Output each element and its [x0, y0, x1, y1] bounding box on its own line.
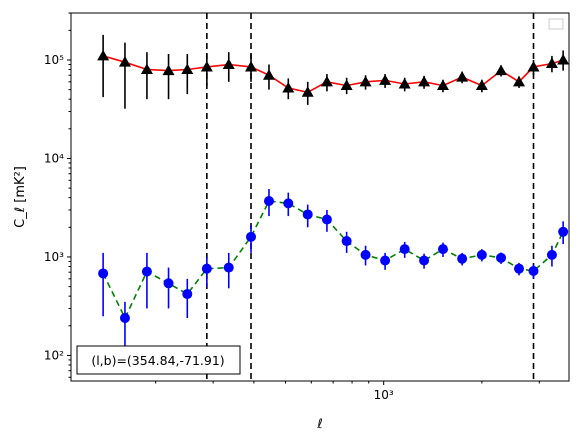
data-point-triangle: [282, 81, 295, 93]
data-point-circle: [141, 266, 152, 277]
data-point-circle: [223, 262, 234, 273]
data-point-triangle: [545, 57, 558, 69]
data-point-triangle: [418, 75, 431, 87]
y-axis-label: C_ℓ [mK²]: [13, 166, 28, 228]
data-point-triangle: [557, 53, 570, 65]
data-point-circle: [182, 289, 193, 300]
data-point-triangle: [118, 56, 131, 67]
data-point-triangle: [513, 75, 526, 87]
data-point-circle: [263, 195, 274, 206]
data-point-triangle: [200, 60, 213, 72]
data-point-circle: [201, 263, 212, 274]
data-point-triangle: [527, 60, 540, 72]
data-point-triangle: [97, 49, 110, 61]
annotation-text: (l,b)=(354.84,-71.91): [91, 353, 224, 368]
data-point-triangle: [398, 78, 411, 89]
data-point-circle: [380, 255, 391, 266]
data-point-circle: [98, 268, 109, 279]
annotation-box: (l,b)=(354.84,-71.91): [76, 345, 241, 375]
axes-frame: [70, 12, 570, 382]
data-point-circle: [119, 312, 130, 323]
data-point-triangle: [162, 64, 175, 76]
data-point-circle: [546, 249, 557, 260]
data-point-triangle: [359, 75, 372, 87]
data-point-triangle: [340, 79, 353, 91]
data-point-circle: [528, 265, 539, 276]
data-point-triangle: [222, 58, 235, 69]
data-point-triangle: [495, 64, 508, 76]
plot-area: [97, 13, 570, 381]
x-tick-label: 10³: [374, 388, 394, 402]
data-point-triangle: [436, 79, 449, 91]
y-tick-label: 10⁴: [44, 151, 64, 165]
data-point-circle: [514, 263, 525, 274]
legend-box: [548, 18, 564, 30]
data-point-circle: [341, 236, 352, 247]
y-tick-label: 10²: [44, 348, 64, 362]
data-point-circle: [163, 278, 174, 289]
data-point-circle: [476, 249, 487, 260]
data-point-circle: [283, 198, 294, 209]
data-point-circle: [360, 249, 371, 260]
data-point-circle: [496, 252, 507, 263]
data-point-triangle: [181, 63, 194, 75]
data-point-triangle: [262, 69, 275, 80]
data-point-triangle: [456, 71, 469, 82]
data-point-triangle: [379, 74, 392, 85]
data-point-triangle: [245, 60, 258, 72]
data-point-circle: [302, 209, 313, 220]
data-point-circle: [558, 226, 569, 237]
y-tick-label: 10⁵: [44, 53, 64, 67]
data-point-triangle: [140, 63, 153, 75]
data-point-triangle: [320, 75, 333, 87]
data-point-circle: [437, 244, 448, 255]
data-point-circle: [457, 253, 468, 264]
data-point-circle: [321, 214, 332, 225]
annotation-frame: [76, 345, 241, 375]
data-point-circle: [419, 255, 430, 266]
y-tick-label: 10³: [44, 250, 64, 264]
data-point-triangle: [475, 79, 488, 91]
data-point-circle: [399, 244, 410, 255]
data-point-circle: [246, 231, 257, 242]
axis-ticks: 10³ 10² 10³ 10⁴ 10⁵: [44, 12, 540, 402]
x-axis-label: ℓ: [316, 417, 322, 432]
data-point-triangle: [301, 86, 314, 97]
